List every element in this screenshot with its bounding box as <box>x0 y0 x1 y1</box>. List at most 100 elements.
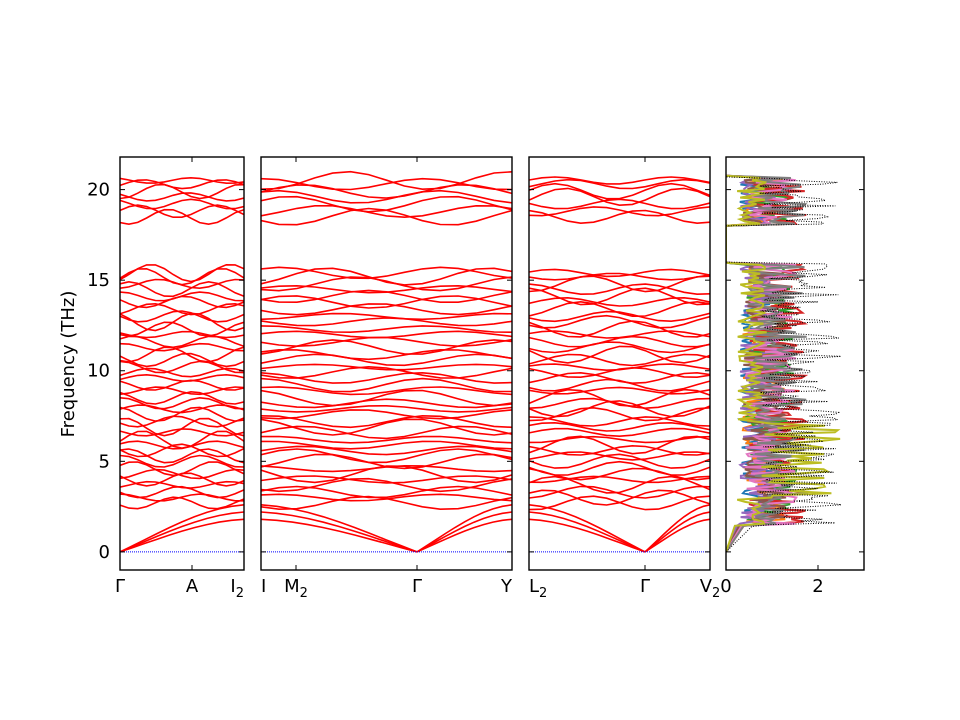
x-tick-label: Γ <box>640 576 650 597</box>
band-line <box>120 443 244 458</box>
band-line <box>261 339 512 355</box>
band-line <box>120 468 244 480</box>
panel-frame <box>528 156 711 571</box>
band-line <box>529 386 710 395</box>
y-axis-title: Frequency (THz) <box>58 291 79 438</box>
band-line <box>261 365 512 379</box>
band-line <box>261 317 512 327</box>
band-line <box>261 195 512 213</box>
band-line <box>529 182 710 200</box>
band-lines <box>120 176 244 553</box>
band-line <box>120 176 244 185</box>
band-line <box>120 263 244 283</box>
dos-x-tick-label: 0 <box>720 576 731 597</box>
panel-frame <box>260 156 513 571</box>
projected-dos-line <box>726 174 798 553</box>
band-line <box>529 460 710 476</box>
band-line <box>529 427 710 438</box>
band-line <box>529 330 710 339</box>
band-line <box>261 266 512 280</box>
band-line <box>261 398 512 409</box>
band-line <box>261 330 512 339</box>
band-line <box>261 377 512 393</box>
band-line <box>261 189 512 204</box>
band-line <box>529 345 710 364</box>
y-tick-label: 10 <box>87 361 110 382</box>
band-panel-3 <box>528 156 711 571</box>
band-line <box>261 409 512 420</box>
band-line <box>261 312 512 321</box>
band-line <box>529 485 710 499</box>
band-line <box>120 360 244 374</box>
band-line <box>120 291 244 302</box>
band-line <box>261 284 512 294</box>
band-line <box>261 465 512 484</box>
band-line <box>120 373 244 382</box>
band-line <box>120 321 244 337</box>
band-line <box>261 445 512 456</box>
band-line <box>261 435 512 444</box>
band-line <box>529 453 710 469</box>
x-tick-label: V2 <box>700 576 721 601</box>
band-line <box>529 314 710 329</box>
band-line <box>120 267 244 286</box>
band-line <box>529 268 710 278</box>
band-line <box>261 170 512 191</box>
band-line <box>261 493 512 502</box>
band-line <box>120 183 244 200</box>
band-line <box>529 272 710 281</box>
band-line <box>261 453 512 470</box>
x-tick-label: M2 <box>284 576 308 601</box>
band-line <box>261 371 512 384</box>
x-tick-label: I <box>261 576 266 597</box>
band-line <box>261 418 512 436</box>
acoustic-branch <box>120 518 244 553</box>
band-line <box>261 477 512 493</box>
projected-dos-line <box>726 174 841 553</box>
band-line <box>120 342 244 352</box>
band-line <box>120 179 244 190</box>
band-line <box>529 400 710 418</box>
dos-x-tick-label: 2 <box>812 576 823 597</box>
band-line <box>261 295 512 309</box>
band-line <box>261 276 512 292</box>
band-line <box>120 352 244 368</box>
band-line <box>120 454 244 468</box>
band-line <box>120 312 244 332</box>
dos-curves <box>726 174 842 553</box>
band-line <box>529 275 710 293</box>
band-line <box>529 406 710 422</box>
x-tick-label: Y <box>500 576 513 597</box>
projected-dos-line <box>726 174 810 553</box>
band-line <box>120 461 244 477</box>
band-line <box>120 198 244 210</box>
band-line <box>529 363 710 372</box>
band-line <box>120 204 244 218</box>
acoustic-branch <box>644 511 710 553</box>
acoustic-branch <box>261 511 418 553</box>
band-line <box>529 467 710 481</box>
panel-frame <box>725 156 865 571</box>
band-panel-2 <box>260 156 513 571</box>
band-line <box>529 444 710 456</box>
band-line <box>120 280 244 298</box>
band-line <box>261 348 512 361</box>
band-line <box>261 414 512 429</box>
band-line <box>120 428 244 437</box>
band-line <box>261 448 512 464</box>
x-tick-label: I2 <box>230 576 244 601</box>
band-line <box>120 192 244 202</box>
band-line <box>529 187 710 207</box>
y-tick-label: 5 <box>99 451 110 472</box>
band-line <box>261 303 512 316</box>
acoustic-branch <box>261 504 418 553</box>
band-line <box>529 198 710 210</box>
band-line <box>529 421 710 432</box>
band-line <box>261 177 512 191</box>
band-line <box>261 475 512 484</box>
band-line <box>261 404 512 413</box>
band-line <box>529 353 710 367</box>
band-line <box>529 435 710 444</box>
acoustic-branch <box>416 504 512 553</box>
